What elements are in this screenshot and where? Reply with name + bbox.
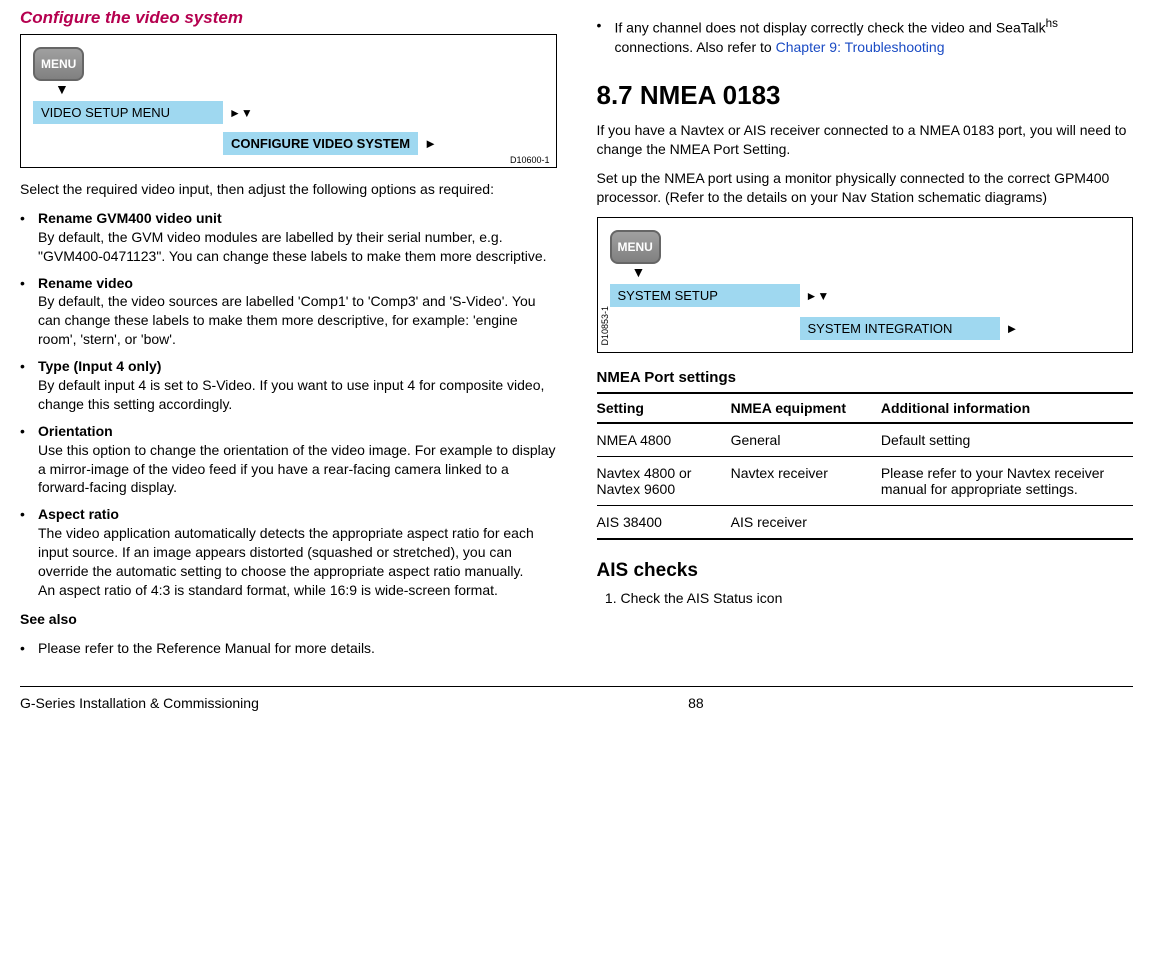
see-also-heading: See also	[20, 610, 557, 629]
left-column: Configure the video system MENU ▼ VIDEO …	[20, 8, 557, 666]
nmea-diagram: MENU ▼ SYSTEM SETUP ►▼ SYSTEM INTEGRATIO…	[597, 217, 1134, 353]
menu-step-1: SYSTEM SETUP	[610, 284, 800, 307]
menu-button-graphic: MENU	[33, 47, 84, 81]
ais-checks-list: Check the AIS Status icon	[597, 590, 1134, 606]
table-row: AIS 38400 AIS receiver	[597, 506, 1134, 540]
see-also-list: Please refer to the Reference Manual for…	[20, 639, 557, 658]
section-heading-8-7: 8.7 NMEA 0183	[597, 80, 1134, 111]
right-column: If any channel does not display correctl…	[597, 8, 1134, 666]
chapter-9-link[interactable]: Chapter 9: Troubleshooting	[776, 39, 945, 55]
video-config-diagram: MENU ▼ VIDEO SETUP MENU ►▼ CONFIGURE VID…	[20, 34, 557, 168]
troubleshoot-note: If any channel does not display correctl…	[597, 16, 1134, 56]
nmea-settings-table: Setting NMEA equipment Additional inform…	[597, 392, 1134, 540]
list-item: Please refer to the Reference Manual for…	[20, 639, 557, 658]
diagram-id: D10600-1	[510, 155, 550, 165]
nmea-p1: If you have a Navtex or AIS receiver con…	[597, 121, 1134, 159]
menu-step-2: SYSTEM INTEGRATION	[800, 317, 1000, 340]
nmea-p2: Set up the NMEA port using a monitor phy…	[597, 169, 1134, 207]
arrow-right-down-icon: ►▼	[229, 106, 253, 120]
list-item: If any channel does not display correctl…	[597, 16, 1134, 56]
list-item: Rename videoBy default, the video source…	[20, 274, 557, 350]
list-item: Check the AIS Status icon	[621, 590, 1134, 606]
options-list: Rename GVM400 video unitBy default, the …	[20, 209, 557, 600]
th-setting: Setting	[597, 393, 731, 423]
table-row: Navtex 4800 or Navtex 9600 Navtex receiv…	[597, 457, 1134, 506]
ais-checks-heading: AIS checks	[597, 560, 1134, 582]
table-row: NMEA 4800 General Default setting	[597, 423, 1134, 457]
menu-step-2: CONFIGURE VIDEO SYSTEM	[223, 132, 418, 155]
arrow-right-icon: ►	[424, 136, 437, 151]
list-item: OrientationUse this option to change the…	[20, 422, 557, 498]
arrow-down-icon: ▼	[632, 264, 1121, 280]
arrow-down-icon: ▼	[55, 81, 544, 97]
section-title: Configure the video system	[20, 8, 557, 28]
page-number: 88	[688, 695, 704, 711]
footer-title: G-Series Installation & Commissioning	[20, 695, 259, 711]
arrow-right-icon: ►	[1006, 321, 1019, 336]
th-info: Additional information	[881, 393, 1133, 423]
menu-button-graphic: MENU	[610, 230, 661, 264]
intro-text: Select the required video input, then ad…	[20, 180, 557, 199]
page-footer: G-Series Installation & Commissioning 88	[20, 686, 1133, 711]
diagram-id: D10853-1	[600, 306, 610, 346]
menu-step-1: VIDEO SETUP MENU	[33, 101, 223, 124]
list-item: Aspect ratioThe video application automa…	[20, 505, 557, 599]
list-item: Type (Input 4 only)By default input 4 is…	[20, 357, 557, 414]
arrow-right-down-icon: ►▼	[806, 289, 830, 303]
th-equipment: NMEA equipment	[731, 393, 881, 423]
list-item: Rename GVM400 video unitBy default, the …	[20, 209, 557, 266]
table-title: NMEA Port settings	[597, 369, 1134, 386]
